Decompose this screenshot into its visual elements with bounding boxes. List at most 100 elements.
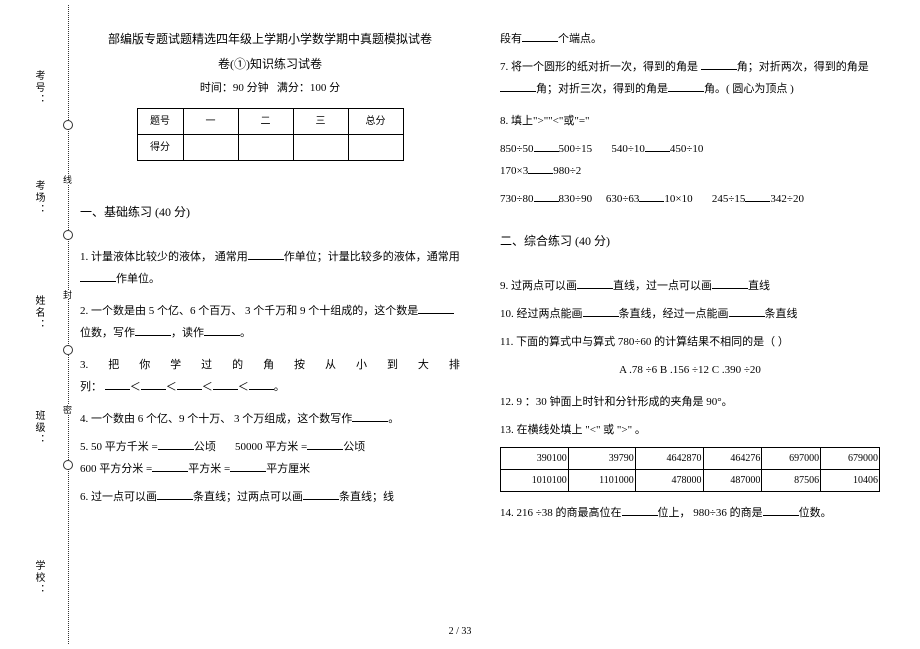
- cell: 4642870: [635, 447, 703, 469]
- expr: 850÷50: [500, 143, 534, 155]
- q-text: 14. 216 ÷38 的商最高位在: [500, 507, 622, 519]
- left-column: 部编版专题试题精选四年级上学期小学数学期中真题模拟试卷 卷(①)知识练习试卷 时…: [80, 28, 460, 598]
- section-title: 一、基础练习 (40 分): [80, 201, 460, 224]
- question-8-row: 730÷80830÷90 630÷6310×10 245÷15342÷20: [500, 188, 880, 210]
- q-text: 角；对折三次，得到的角是: [536, 83, 668, 95]
- cell: 478000: [635, 469, 703, 491]
- expr: 245÷15: [712, 193, 746, 205]
- fill-blank: [534, 190, 559, 202]
- q-text: 的: [232, 354, 243, 376]
- score-header: 一: [183, 109, 238, 135]
- question-12: 12. 9 ：30 钟面上时针和分针形成的夹角是 90°。: [500, 391, 880, 413]
- question-13: 13. 在横线处填上 "<" 或 ">" 。: [500, 419, 880, 441]
- q-text: 3.: [80, 354, 88, 376]
- q-text: 你: [139, 354, 150, 376]
- cell: 464276: [703, 447, 762, 469]
- q-text: 作单位。: [116, 273, 160, 285]
- q-text: 条直线；线: [339, 491, 394, 503]
- binding-circle: [63, 120, 73, 130]
- expr: 342÷20: [770, 193, 804, 205]
- q-text: 角。( 圆心为顶点 ): [704, 83, 794, 95]
- binding-dotted-line: [68, 5, 69, 644]
- q-text: 公顷: [343, 441, 365, 453]
- q-text: ：: [91, 381, 102, 393]
- cell: 39790: [568, 447, 635, 469]
- q-text: 位上， 980÷36 的商是: [658, 507, 763, 519]
- expr: 10×10: [664, 193, 692, 205]
- label-school: 学校：: [32, 560, 46, 596]
- q-text: 排: [449, 354, 460, 376]
- fill-blank: [712, 277, 748, 289]
- fill-blank: [622, 504, 658, 516]
- q-text: 小: [356, 354, 367, 376]
- question-9: 9. 过两点可以画直线，过一点可以画直线: [500, 275, 880, 297]
- q-text: 600 平方分米 =: [80, 463, 152, 475]
- score-cell: [348, 135, 403, 161]
- question-10: 10. 经过两点能画条直线，经过一点能画条直线: [500, 303, 880, 325]
- fill-blank: [152, 460, 188, 472]
- section-title: 二、综合练习 (40 分): [500, 230, 880, 253]
- fill-blank: [230, 460, 266, 472]
- question-2: 2. 一个数是由 5 个亿、6 个百万、 3 个千万和 9 个十组成的，这个数是…: [80, 300, 460, 344]
- expr: 500÷15: [559, 143, 593, 155]
- q-text: 50000 平方米 =: [235, 441, 307, 453]
- fill-blank: [577, 277, 613, 289]
- q-text: 条直线，经过一点能画: [619, 308, 729, 320]
- fill-blank: [763, 504, 799, 516]
- q-text: 到: [387, 354, 398, 376]
- q-text: 2. 一个数是由 5 个亿、6 个百万、 3 个千万和 9 个十组成的，这个数是: [80, 305, 418, 317]
- q-text: 6. 过一点可以画: [80, 491, 157, 503]
- expr: 170×3: [500, 165, 528, 177]
- label-name: 姓名：: [32, 295, 46, 331]
- question-5: 5. 50 平方千米 =公顷 50000 平方米 =公顷 600 平方分米 =平…: [80, 436, 460, 480]
- label-examno: 考号：: [32, 70, 46, 106]
- cell: 390100: [501, 447, 569, 469]
- q-text: 9. 过两点可以画: [500, 280, 577, 292]
- q-text: 4. 一个数由 6 个亿、9 个十万、 3 个万组成，这个数写作: [80, 413, 352, 425]
- fill-blank: [307, 438, 343, 450]
- exam-page: 考号： 考场： 姓名： 班级： 学校： 线 封 密 部编版专题试题精选四年级上学…: [0, 0, 920, 649]
- q-text: 。: [388, 413, 399, 425]
- fill-blank: [141, 378, 166, 390]
- score-header: 总分: [348, 109, 403, 135]
- question-4: 4. 一个数由 6 个亿、9 个十万、 3 个万组成，这个数写作 。: [80, 408, 460, 430]
- full-label: 满分：: [277, 82, 310, 94]
- fill-blank: [303, 488, 339, 500]
- fill-blank: [135, 324, 171, 336]
- label-room: 考场：: [32, 180, 46, 216]
- content-columns: 部编版专题试题精选四年级上学期小学数学期中真题模拟试卷 卷(①)知识练习试卷 时…: [80, 28, 880, 598]
- fill-blank: [213, 378, 238, 390]
- label-class: 班级：: [32, 410, 46, 446]
- fill-blank: [701, 58, 737, 70]
- q-text: ，读作: [171, 327, 204, 339]
- binding-circle: [63, 230, 73, 240]
- question-6-cont: 段有个端点。: [500, 28, 880, 50]
- expr: 980÷2: [553, 165, 581, 177]
- q-text: 角；对折两次，得到的角是: [737, 61, 869, 73]
- cell: 487000: [703, 469, 762, 491]
- q-text: 平方厘米: [266, 463, 310, 475]
- question-1: 1. 计量液体比较少的液体， 通常用作单位；计量比较多的液体，通常用作单位。: [80, 246, 460, 290]
- score-table: 题号 一 二 三 总分 得分: [137, 108, 404, 161]
- binding-margin: 考号： 考场： 姓名： 班级： 学校： 线 封 密: [30, 0, 80, 649]
- q-text: 。: [240, 327, 251, 339]
- fill-blank: [157, 488, 193, 500]
- q-text: 作单位；计量比较多的液体，通常用: [284, 251, 460, 263]
- fill-blank: [528, 162, 553, 174]
- cell: 679000: [821, 447, 880, 469]
- q-text: 把: [108, 354, 119, 376]
- score-header: 三: [293, 109, 348, 135]
- fill-blank: [177, 378, 202, 390]
- cell: 697000: [762, 447, 821, 469]
- fill-blank: [583, 305, 619, 317]
- fill-blank: [500, 80, 536, 92]
- paper-title: 部编版专题试题精选四年级上学期小学数学期中真题模拟试卷: [80, 28, 460, 51]
- question-14: 14. 216 ÷38 的商最高位在位上， 980÷36 的商是位数。: [500, 502, 880, 524]
- fill-blank: [105, 378, 130, 390]
- expr: 540÷10: [611, 143, 645, 155]
- justified-line: 3. 把 你 学 过 的 角 按 从 小 到 大 排: [80, 354, 460, 376]
- score-cell: [183, 135, 238, 161]
- fill-blank: [729, 305, 765, 317]
- expr: 630÷63: [606, 193, 640, 205]
- q-text: 平方米 =: [188, 463, 230, 475]
